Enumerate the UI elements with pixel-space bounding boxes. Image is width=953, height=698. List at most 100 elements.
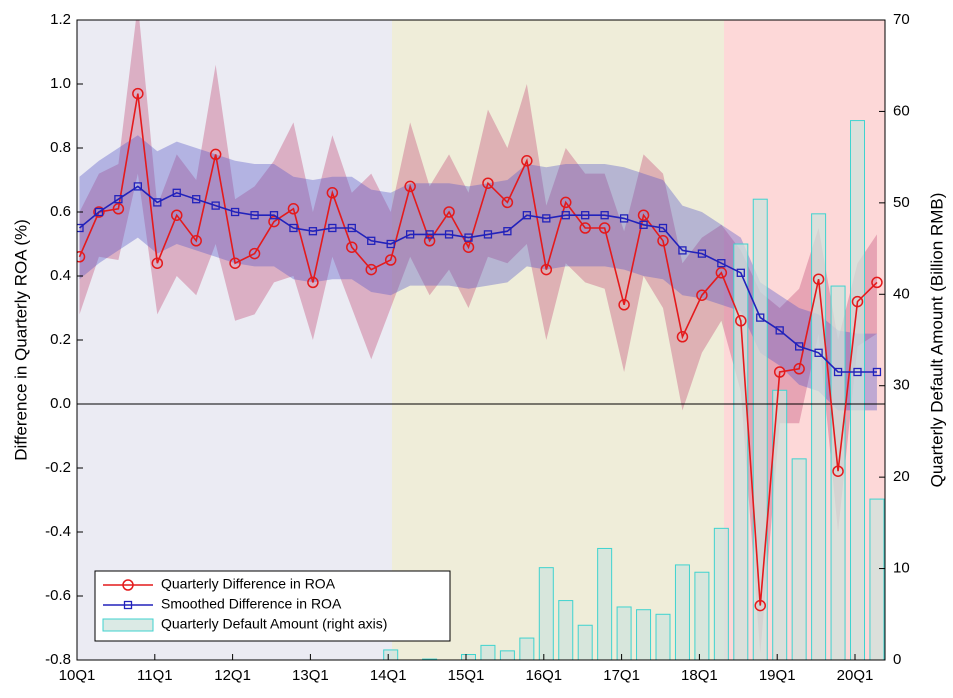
legend-label: Quarterly Default Amount (right axis): [161, 616, 387, 632]
marker: [657, 235, 669, 247]
marker: [853, 367, 862, 377]
marker: [462, 241, 475, 253]
marker: [832, 465, 844, 477]
marker: [365, 263, 377, 276]
marker: [308, 227, 318, 236]
x-tick-label: 16Q1: [525, 667, 562, 684]
y-tick-label: 1.0: [50, 75, 71, 92]
marker: [814, 348, 823, 357]
marker: [346, 241, 358, 253]
legend-label: Quarterly Difference in ROA: [161, 576, 336, 592]
marker: [851, 295, 864, 308]
marker: [230, 207, 240, 217]
marker: [444, 230, 454, 239]
x-tick-label: 13Q1: [292, 667, 329, 684]
marker: [812, 273, 825, 285]
marker: [114, 195, 123, 204]
y2-tick-label: 60: [893, 102, 910, 119]
marker: [289, 223, 298, 233]
y-tick-label: 0.8: [50, 139, 71, 156]
x-tick-label: 10Q1: [59, 667, 96, 684]
marker: [367, 236, 376, 245]
plot-area: [77, 20, 885, 660]
y-tick-label: 0.4: [50, 267, 71, 284]
y-axis-label: Difference in Quarterly ROA (%): [11, 219, 30, 461]
x-tick-label: 14Q1: [370, 667, 407, 684]
marker: [697, 249, 707, 258]
x-tick-label: 19Q1: [759, 667, 796, 684]
x-tick-label: 20Q1: [837, 667, 874, 684]
confidence-band: [79, 135, 877, 411]
marker: [326, 187, 339, 199]
marker: [269, 211, 279, 220]
marker: [795, 342, 804, 351]
y-tick-label: -0.6: [45, 587, 71, 604]
marker: [151, 257, 164, 269]
bar: [383, 649, 399, 660]
marker: [619, 214, 629, 223]
marker: [347, 223, 356, 233]
marker: [773, 366, 786, 378]
marker: [404, 180, 416, 193]
marker: [248, 247, 261, 260]
bar: [461, 654, 476, 660]
y-tick-label: 0.0: [50, 395, 71, 412]
legend-swatch: [122, 579, 134, 591]
marker: [696, 289, 708, 301]
bar: [538, 567, 554, 660]
marker: [658, 223, 668, 233]
y-tick-label: 0.2: [50, 331, 71, 348]
marker: [153, 198, 162, 207]
bar: [597, 547, 613, 660]
bar: [713, 527, 729, 660]
y2-tick-label: 70: [893, 11, 910, 28]
marker: [328, 223, 337, 233]
bar: [869, 498, 885, 660]
marker: [522, 211, 531, 220]
marker: [871, 276, 883, 289]
marker: [423, 235, 436, 247]
marker: [637, 209, 650, 221]
marker: [171, 209, 183, 221]
marker: [133, 182, 143, 191]
marker: [190, 235, 202, 247]
y2-tick-label: 10: [893, 560, 910, 577]
bar: [850, 120, 865, 660]
legend-label: Smoothed Difference in ROA: [161, 596, 342, 612]
bar: [480, 644, 496, 660]
bar: [772, 389, 788, 660]
x-tick-label: 15Q1: [448, 667, 485, 684]
marker: [384, 254, 397, 266]
bar: [558, 600, 574, 660]
marker: [483, 230, 493, 239]
marker: [93, 206, 105, 218]
marker: [211, 201, 220, 210]
x-tick-label: 17Q1: [603, 667, 640, 684]
bar: [577, 624, 593, 660]
legend-swatch: [123, 600, 133, 610]
y-tick-label: 0.6: [50, 203, 71, 220]
period-shade: [77, 20, 392, 660]
legend-swatch: [102, 618, 154, 632]
marker: [250, 211, 259, 220]
bar: [616, 606, 632, 660]
marker: [600, 211, 609, 220]
marker: [715, 267, 728, 279]
marker: [229, 257, 241, 269]
marker: [192, 195, 201, 204]
marker: [756, 313, 765, 322]
marker: [581, 211, 590, 220]
marker: [268, 215, 280, 228]
axes: -0.8 -0.6 -0.4 -0.2 0.0 0.2 0.4 0.6 0.8 1.0 1.2 0 10…: [45, 11, 910, 684]
bar: [636, 609, 652, 660]
bar: [499, 650, 515, 660]
bar: [830, 285, 846, 660]
marker: [425, 230, 434, 239]
marker: [639, 220, 648, 229]
marker: [540, 263, 553, 276]
y2-tick-label: 20: [893, 468, 910, 485]
marker: [464, 233, 473, 242]
bar: [791, 458, 807, 660]
y2-axis-label: Quarterly Default Amount (Billion RMB): [927, 193, 946, 488]
